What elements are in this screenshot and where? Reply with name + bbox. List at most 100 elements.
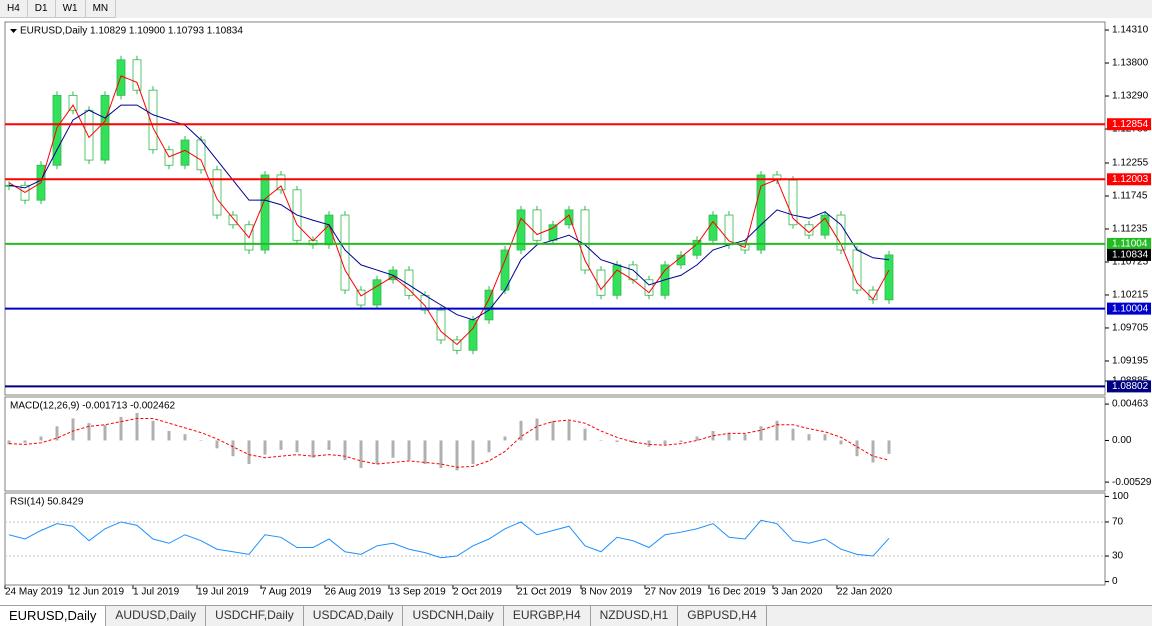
panel-title: MACD(12,26,9) -0.001713 -0.002462 <box>10 401 176 412</box>
x-tick-label: 22 Jan 2020 <box>837 587 892 598</box>
y-tick-label: 1.11745 <box>1112 191 1148 202</box>
candle <box>372 279 382 306</box>
y-tick-label: 1.10725 <box>1112 257 1149 268</box>
x-tick-label: 26 Aug 2019 <box>325 587 382 598</box>
candle <box>884 254 894 301</box>
macd-bar <box>471 440 475 465</box>
candle <box>212 169 222 216</box>
chart-tab[interactable]: AUDUSD,Daily <box>106 606 207 626</box>
candle <box>596 269 606 296</box>
chart-tab[interactable]: NZDUSD,H1 <box>591 606 679 626</box>
macd-bar <box>599 440 603 441</box>
macd-bar <box>119 416 123 441</box>
chart-tab[interactable]: USDCAD,Daily <box>304 606 404 626</box>
chart-tab[interactable]: GBPUSD,H4 <box>678 606 767 626</box>
x-tick-label: 12 Jun 2019 <box>69 587 124 598</box>
candle <box>756 174 766 251</box>
macd-bar <box>199 440 203 441</box>
level-box <box>1107 118 1151 131</box>
candle <box>276 174 286 191</box>
level-box <box>1107 237 1151 250</box>
y-tick-label: 0.00463 <box>1112 399 1149 410</box>
candle <box>468 319 478 351</box>
macd-bar <box>151 420 155 441</box>
y-tick-label: 0 <box>1112 576 1118 587</box>
y-tick-label: -0.005299 <box>1112 477 1152 488</box>
menu-arrow <box>10 29 17 33</box>
y-tick-label: 1.10215 <box>1112 290 1149 301</box>
macd-bar <box>375 440 379 465</box>
candle <box>260 174 270 251</box>
chart-tab[interactable]: EURGBP,H4 <box>504 606 591 626</box>
candle <box>340 214 350 291</box>
macd-bar <box>263 440 267 455</box>
y-tick-label: 1.09705 <box>1112 323 1149 334</box>
macd-bar <box>183 434 187 441</box>
price-box <box>1107 248 1151 261</box>
macd-bar <box>311 440 315 458</box>
chart-tab[interactable]: USDCHF,Daily <box>206 606 304 626</box>
candle <box>228 214 238 226</box>
chart-window: 1.143101.138001.132901.127801.122551.117… <box>0 18 1152 605</box>
macd-bar <box>647 440 651 447</box>
candle <box>852 249 862 291</box>
timeframe-bar: H4 D1 W1 MN <box>0 0 117 18</box>
level-label: 1.08802 <box>1112 381 1149 392</box>
candle <box>164 149 174 166</box>
y-tick-label: 1.12255 <box>1112 158 1149 169</box>
macd-bar <box>279 440 283 450</box>
candle <box>804 224 814 236</box>
level-box <box>1107 380 1151 393</box>
timeframe-button[interactable]: W1 <box>55 0 86 18</box>
macd-bar <box>791 428 795 441</box>
candle <box>52 94 62 166</box>
candle <box>580 209 590 271</box>
y-tick-label: 1.13290 <box>1112 91 1149 102</box>
macd-bar <box>295 440 299 453</box>
chart-tab[interactable]: USDCNH,Daily <box>403 606 504 626</box>
macd-bar <box>727 432 731 441</box>
macd-bar <box>167 431 171 441</box>
macd-bar <box>695 436 699 441</box>
timeframe-button[interactable]: MN <box>85 0 117 18</box>
macd-bar <box>583 428 587 441</box>
y-tick-label: 1.13800 <box>1112 58 1149 69</box>
macd-bar <box>23 440 27 443</box>
y-tick-label: 30 <box>1112 551 1124 562</box>
macd-bar <box>439 440 443 468</box>
macd-bar <box>87 423 91 441</box>
x-tick-label: 1 Jul 2019 <box>133 587 180 598</box>
timeframe-button[interactable]: D1 <box>27 0 56 18</box>
macd-bar <box>455 440 459 471</box>
level-label: 1.12003 <box>1112 174 1149 185</box>
macd-bar <box>631 440 635 443</box>
macd-bar <box>215 440 219 449</box>
y-tick-label: 100 <box>1112 491 1129 502</box>
candle <box>564 209 574 226</box>
macd-bar <box>887 440 891 454</box>
macd-bar <box>7 440 11 445</box>
x-tick-label: 21 Oct 2019 <box>517 587 572 598</box>
macd-bar <box>135 412 139 441</box>
macd-bar <box>871 440 875 463</box>
macd-bar <box>231 440 235 457</box>
x-tick-label: 13 Sep 2019 <box>389 587 446 598</box>
x-tick-label: 8 Nov 2019 <box>581 587 633 598</box>
level-label: 1.10004 <box>1112 303 1149 314</box>
candle <box>100 94 110 161</box>
chart-tabs: EURUSD,Daily AUDUSD,Daily USDCHF,Daily USDC… <box>0 605 1152 626</box>
macd-bar <box>807 434 811 441</box>
macd-bar <box>503 436 507 441</box>
last-price: 1.10834 <box>1112 250 1149 261</box>
chart-tab[interactable]: EURUSD,Daily <box>0 606 107 626</box>
timeframe-button[interactable]: H4 <box>0 0 28 18</box>
candle <box>68 94 78 111</box>
macd-bar <box>39 436 43 441</box>
level-label: 1.12854 <box>1112 119 1149 130</box>
candle <box>836 214 846 251</box>
level-box <box>1107 302 1151 315</box>
indicator-line <box>8 104 890 321</box>
macd-bar <box>855 440 859 457</box>
macd-bar <box>759 426 763 441</box>
chart-title: EURUSD,Daily <box>20 26 87 37</box>
